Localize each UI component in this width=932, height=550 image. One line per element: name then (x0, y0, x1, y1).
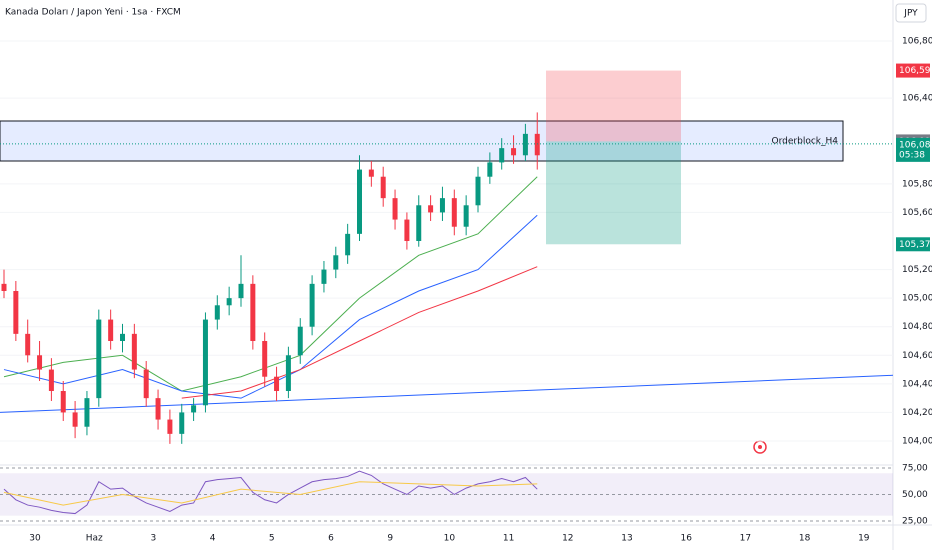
y-tick-label: 105,000 (902, 294, 932, 304)
candle-body (285, 355, 291, 391)
orderblock-zone (0, 120, 844, 162)
rsi-line (3, 470, 538, 515)
x-tick-label: 12 (562, 534, 573, 544)
y-tick-label: 104,400 (902, 379, 932, 389)
countdown: 05:38 (899, 150, 925, 160)
candle-body (392, 198, 398, 220)
candle-body (250, 283, 256, 341)
target-price-label: 105,377 (899, 240, 932, 250)
candle-body (357, 169, 362, 234)
candle-body (191, 405, 197, 413)
candle-body (25, 333, 31, 356)
stop-zone (546, 70, 681, 142)
stop-price-label-bg (896, 63, 930, 78)
y-tick-label: 106,400 (902, 94, 932, 104)
candle-body (511, 148, 517, 156)
candle-body (37, 355, 43, 370)
target-price-label-bg (896, 237, 930, 252)
x-tick-label: 18 (799, 534, 811, 544)
candle-body (13, 291, 19, 334)
y-tick-label: 105,200 (902, 265, 932, 275)
candle-body (522, 133, 528, 156)
x-tick-label: 19 (858, 534, 870, 544)
candle-body (238, 283, 244, 299)
candle-body (439, 198, 445, 213)
y-tick-label: 105,800 (902, 179, 932, 189)
candle-body (48, 369, 54, 391)
candle-body (143, 369, 149, 399)
candle-body (96, 319, 102, 399)
y-tick-label: 105,600 (902, 208, 932, 218)
target-zone (546, 141, 681, 245)
candle-body (84, 398, 90, 427)
candle-body (416, 205, 422, 241)
candle-body (72, 412, 78, 427)
candle-body (120, 333, 125, 341)
candle-body (345, 233, 351, 256)
candle-body (131, 333, 137, 370)
x-tick-label: 10 (444, 534, 456, 544)
x-tick-label: 9 (387, 534, 393, 544)
last-price-label: 106,080 (899, 140, 932, 150)
candle-body (214, 305, 220, 320)
x-tick-label: 3 (151, 534, 157, 544)
candle-body (108, 319, 114, 341)
candle-body (226, 298, 232, 306)
candle-body (321, 269, 327, 284)
x-tick-label: 5 (269, 534, 275, 544)
candle-body (262, 341, 268, 377)
candle-body (475, 176, 481, 206)
x-tick-label: 4 (210, 534, 216, 544)
rsi-tick-label: 50,00 (902, 490, 928, 500)
x-tick-label: 11 (503, 534, 514, 544)
y-tick-label: 104,200 (902, 408, 932, 418)
candle-body (1, 283, 7, 291)
candle-body (274, 376, 280, 391)
trendline (0, 374, 894, 413)
moving-average (3, 176, 538, 392)
rsi-tick-label: 75,00 (902, 463, 928, 473)
x-tick-label: Haz (86, 534, 103, 544)
candle-body (428, 205, 434, 213)
candle-body (404, 219, 410, 241)
x-tick-label: 17 (740, 534, 751, 544)
rsi-ma-line (3, 481, 538, 506)
y-tick-label: 104,600 (902, 351, 932, 361)
candle-body (60, 391, 66, 413)
y-tick-label: 104,800 (902, 322, 932, 332)
candle-body (167, 419, 173, 434)
currency-box[interactable] (895, 3, 927, 23)
candle-body (155, 398, 161, 420)
x-tick-label: 16 (680, 534, 692, 544)
last-price-bg (896, 137, 930, 162)
candle-body (309, 283, 315, 327)
candle-body (333, 255, 339, 270)
candle-body (368, 169, 374, 177)
candle-body (534, 133, 540, 156)
x-tick-label: 6 (328, 534, 334, 544)
candle-body (487, 162, 493, 177)
orderblock-label: Orderblock_H4 (772, 137, 839, 147)
y-tick-label: 106,800 (902, 37, 932, 47)
chart-title: Kanada Doları / Japon Yeni · 1sa · FXCM (5, 8, 181, 18)
candle-body (451, 198, 457, 227)
candle-body (202, 319, 208, 406)
y-tick-label: 104,000 (902, 437, 932, 447)
candle-body (380, 176, 386, 199)
x-tick-label: 30 (29, 534, 41, 544)
candle-body (179, 412, 185, 434)
stop-price-label: 106,593 (899, 66, 932, 76)
candle-body (297, 326, 303, 356)
moving-average (181, 266, 538, 399)
moving-average (3, 214, 538, 399)
alert-icon-dot[interactable] (758, 445, 762, 449)
candle-body (463, 205, 469, 227)
rsi-tick-label: 25,00 (902, 516, 928, 526)
candle-body (499, 148, 505, 163)
currency[interactable]: JPY (903, 9, 918, 19)
x-tick-label: 13 (621, 534, 632, 544)
